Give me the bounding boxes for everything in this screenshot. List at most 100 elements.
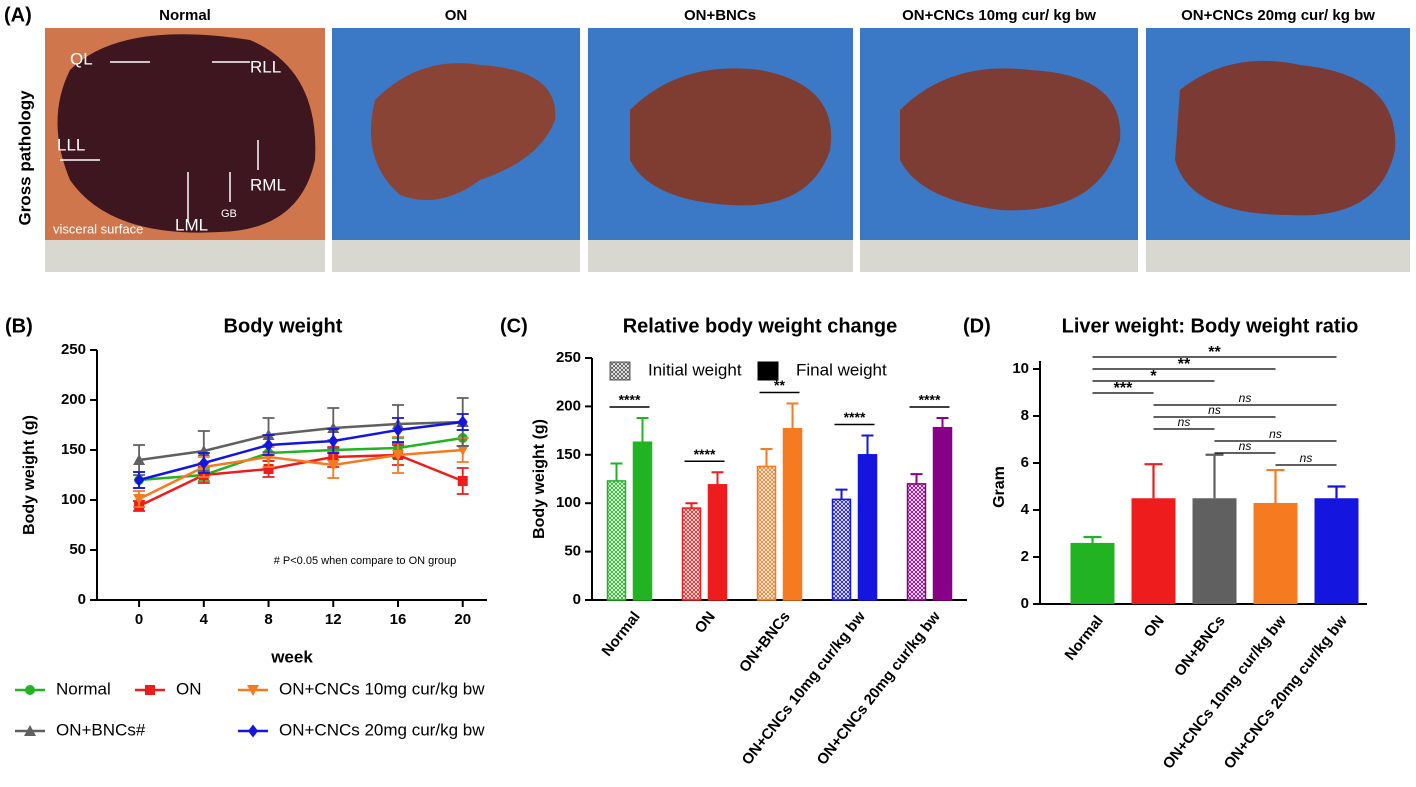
error-bar [760, 447, 773, 467]
error-bar [610, 462, 623, 481]
panel-label: (A) [4, 4, 32, 26]
marker [133, 454, 146, 465]
legend-swatch [757, 361, 779, 381]
y-tick-label: 2 [1021, 548, 1029, 565]
marker [263, 464, 274, 474]
marker [392, 423, 403, 437]
y-tick-label: 10 [1012, 360, 1029, 377]
y-tick-label: 50 [69, 541, 86, 558]
x-tick-label: 4 [200, 611, 209, 628]
y-tick-label: 6 [1021, 454, 1029, 471]
marker [133, 494, 146, 505]
chart-title: Body weight [224, 315, 343, 337]
x-tick-label: ON [692, 608, 719, 636]
y-tick-label: 250 [556, 349, 581, 366]
x-tick-label: 20 [454, 611, 471, 628]
legend-label: ON+BNCs# [56, 720, 146, 739]
series-line [138, 448, 463, 501]
y-axis-label: Gram [991, 466, 1008, 508]
y-tick-label: 0 [573, 591, 581, 608]
comparison-label: ns [1239, 391, 1252, 405]
panel-label: (D) [963, 315, 991, 337]
y-axis-label: Body weight (g) [531, 419, 548, 539]
error-bar [685, 502, 698, 509]
y-tick-label: 50 [564, 543, 581, 560]
y-tick-label: 100 [61, 491, 86, 508]
legend-label: ON+CNCs 10mg cur/kg bw [279, 679, 485, 698]
bar [1131, 498, 1176, 604]
x-tick-label: Normal [599, 608, 644, 659]
bar [606, 480, 627, 601]
bar [932, 426, 953, 601]
x-tick-label: ON+CNCs 20mg cur/kg bw [1221, 612, 1351, 772]
x-tick-label: ON+BNCs [736, 608, 794, 675]
photo-annotation: LML [175, 215, 208, 234]
bar [1070, 542, 1115, 604]
marker [145, 685, 155, 695]
photo-title: ON+CNCs 10mg cur/ kg bw [902, 7, 1096, 24]
x-tick-label: ON+CNCs 10mg cur/kg bw [1160, 612, 1290, 772]
x-tick-label: 8 [264, 611, 272, 628]
x-tick-label: ON+CNCs 20mg cur/kg bw [814, 608, 944, 768]
y-tick-label: 100 [556, 494, 581, 511]
legend-label: Final weight [796, 360, 887, 379]
bar [632, 441, 653, 601]
photo-title: Normal [159, 7, 211, 24]
marker [327, 460, 340, 471]
x-tick-label: 12 [325, 611, 342, 628]
bar [1253, 502, 1298, 604]
significance-label: **** [919, 392, 941, 408]
bar [857, 454, 878, 601]
marker [457, 415, 468, 429]
photo-annotation: GB [221, 208, 237, 220]
annotation: # P<0.05 when compare to ON group [274, 555, 457, 567]
marker [198, 456, 209, 470]
y-tick-label: 0 [78, 591, 86, 608]
photo-title: ON [445, 7, 468, 24]
legend-label: Normal [56, 679, 111, 698]
marker [24, 725, 36, 736]
y-tick-label: 250 [61, 341, 86, 358]
series-line [138, 420, 463, 462]
marker [327, 422, 340, 433]
error-bar [861, 434, 874, 455]
photo-title: ON+BNCs [684, 7, 756, 24]
error-bar [786, 402, 799, 429]
comparison-label: ns [1178, 415, 1191, 429]
error-bar [711, 471, 724, 485]
error-bar [636, 417, 649, 443]
photo-annotation: RLL [250, 57, 281, 76]
marker [457, 476, 468, 486]
side-label: Gross pathology [15, 90, 34, 226]
panel-label: (C) [500, 315, 528, 337]
marker [248, 724, 258, 738]
error-bar [835, 488, 848, 500]
marker [134, 473, 145, 487]
x-tick-label: ON [1141, 612, 1168, 640]
error-bar [1205, 453, 1224, 499]
legend-label: ON [176, 679, 202, 698]
legend-label: Initial weight [648, 360, 742, 379]
x-tick-label: 16 [390, 611, 407, 628]
comparison-label: * [1150, 368, 1157, 385]
chart-title: Liver weight: Body weight ratio [1062, 315, 1359, 337]
x-tick-label: ON+CNCs 10mg cur/kg bw [739, 608, 869, 768]
photo-cncs-10 [860, 28, 1138, 272]
marker [247, 685, 259, 696]
bar [707, 484, 728, 601]
comparison-label: ns [1208, 403, 1221, 417]
series-line [138, 436, 463, 482]
significance-label: **** [694, 446, 716, 462]
marker [328, 434, 339, 448]
bar [756, 465, 777, 601]
y-tick-label: 8 [1021, 407, 1029, 424]
error-bar [1266, 468, 1285, 503]
bar [906, 483, 927, 601]
bar [1192, 498, 1237, 604]
bar [831, 498, 852, 601]
photo-on [332, 28, 580, 272]
x-tick-label: ON+BNCs [1171, 612, 1229, 679]
bar [681, 507, 702, 601]
marker [391, 450, 404, 461]
